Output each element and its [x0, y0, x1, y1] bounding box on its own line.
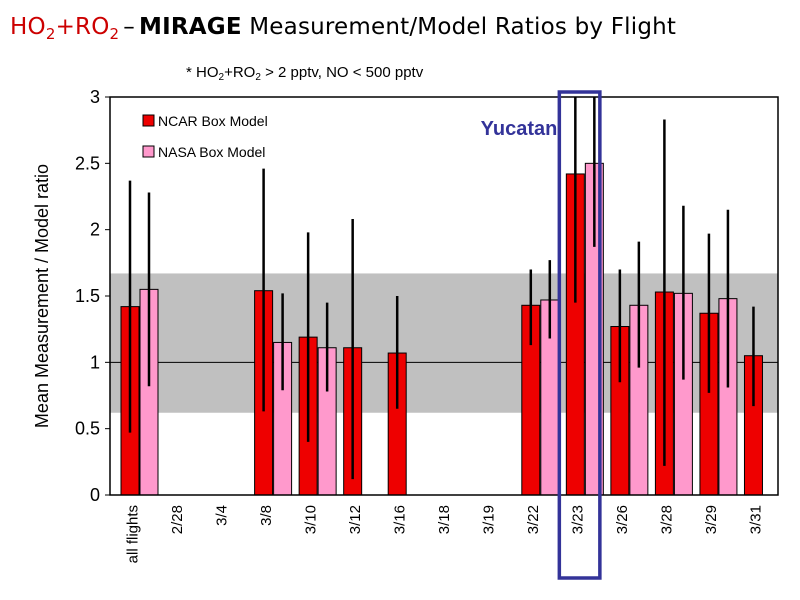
plot-border [109, 96, 779, 496]
highlight-box [557, 90, 602, 580]
x-tick-label: 3/26 [614, 505, 631, 534]
x-tick-label: 3/23 [570, 505, 587, 534]
x-tick-label: 3/12 [347, 505, 364, 534]
title-description: Measurement/Model Ratios by Flight [249, 14, 677, 40]
y-tick-label: 2.5 [75, 153, 100, 173]
x-tick-label: 3/22 [525, 505, 542, 534]
yucatan-annotation: Yucatan [481, 118, 558, 140]
legend-label: NASA Box Model [158, 144, 265, 160]
y-tick-label: 1.5 [75, 286, 100, 306]
title-campaign: MIRAGE [138, 14, 242, 40]
title-dash: – [123, 14, 135, 40]
x-tick-label: 3/31 [748, 505, 765, 534]
chart-title: HO2+RO2– MIRAGE Measurement/Model Ratios … [10, 14, 800, 54]
y-tick-label: 0.5 [75, 419, 100, 439]
title-species: HO2+RO2 [10, 14, 120, 43]
y-axis-label: Mean Measurement / Model ratio [32, 164, 52, 428]
x-tick-label: 2/28 [169, 505, 186, 534]
x-tick-label: all flights [124, 505, 141, 563]
y-tick-label: 2 [90, 220, 100, 240]
chart-subtitle: * HO2+RO2 > 2 pptv, NO < 500 pptv [186, 64, 424, 83]
x-tick-label: 3/10 [302, 505, 319, 534]
x-tick-label: 3/16 [391, 505, 408, 534]
x-tick-label: 3/29 [703, 505, 720, 534]
x-tick-label: 3/19 [481, 505, 498, 534]
legend-swatch [142, 145, 155, 158]
x-tick-label: 3/28 [659, 505, 676, 534]
x-tick-label: 3/18 [436, 505, 453, 534]
y-tick-label: 0 [90, 485, 100, 505]
legend-label: NCAR Box Model [158, 113, 268, 129]
x-tick-label: 3/4 [213, 505, 230, 526]
x-tick-label: 3/8 [258, 505, 275, 526]
y-tick-label: 1 [90, 352, 100, 372]
y-tick-label: 3 [90, 87, 100, 107]
legend-swatch [142, 114, 155, 127]
